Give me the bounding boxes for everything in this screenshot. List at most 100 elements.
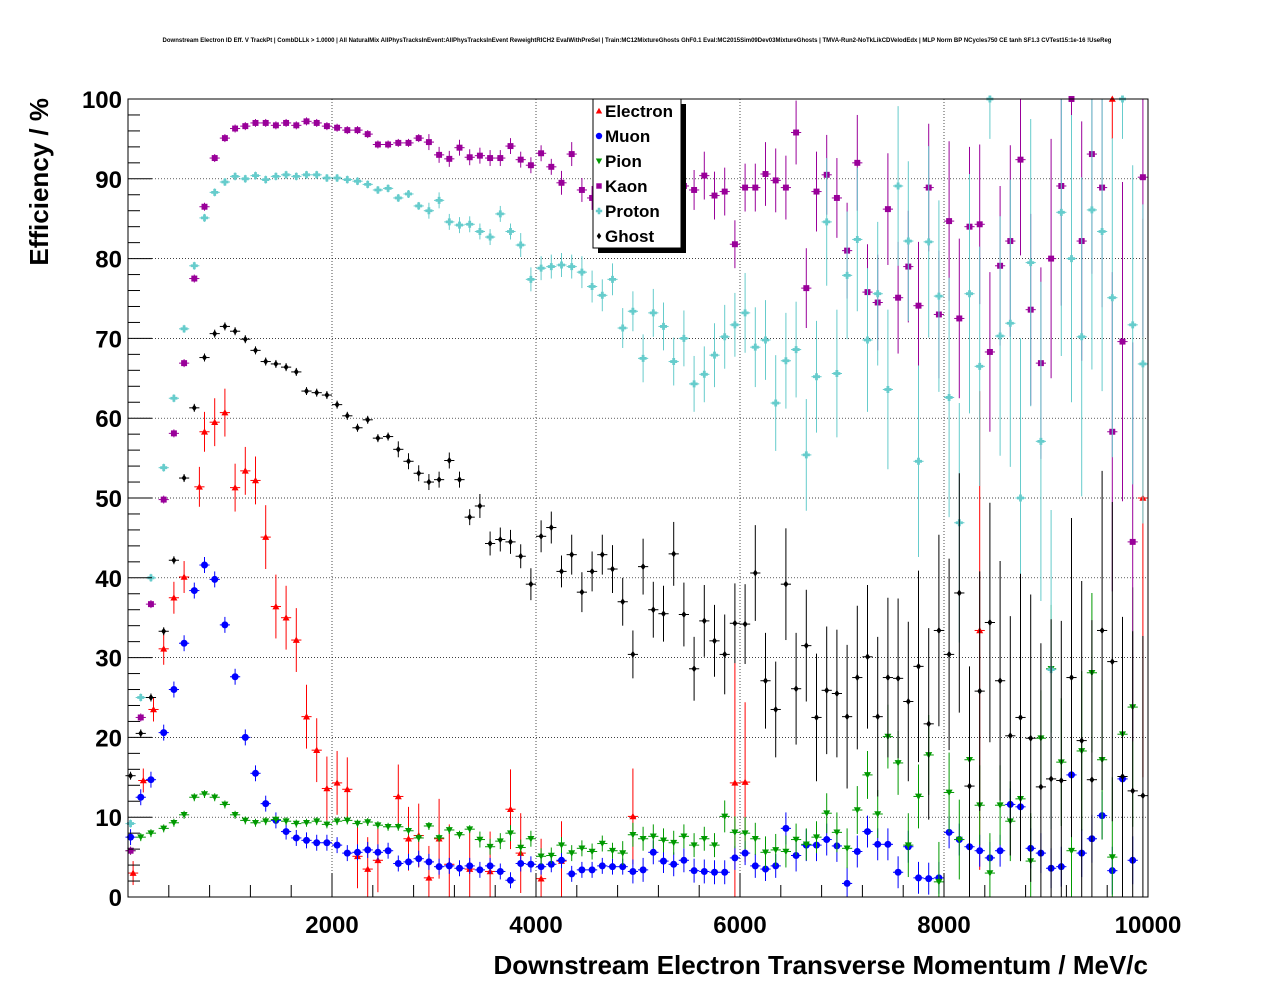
- kaon-point: [323, 123, 330, 130]
- pion-point: [649, 833, 657, 840]
- proton-point: [823, 218, 831, 226]
- electron-point: [741, 778, 749, 785]
- ghost-point: [650, 606, 656, 614]
- kaon-point: [497, 155, 504, 162]
- kaon-point: [303, 118, 310, 125]
- proton-point: [221, 178, 229, 186]
- ghost-point: [528, 580, 534, 588]
- ghost-point: [773, 705, 779, 713]
- ghost-point: [1120, 773, 1125, 781]
- kaon-point: [242, 123, 249, 130]
- ghost-point: [1140, 792, 1146, 800]
- ghost-point: [722, 650, 728, 658]
- electron-point: [221, 409, 229, 416]
- proton-point: [405, 190, 412, 198]
- ghost-point: [681, 611, 687, 619]
- kaon-point: [946, 218, 953, 225]
- muon-point: [537, 863, 545, 871]
- proton-point: [772, 399, 780, 407]
- kaon-point: [313, 119, 320, 126]
- kaon-point: [762, 171, 769, 177]
- ghost-point: [569, 551, 575, 559]
- pion-point: [874, 811, 882, 818]
- muon-point: [303, 836, 310, 844]
- kaon-point: [344, 127, 351, 134]
- proton-point: [241, 175, 249, 183]
- ghost-point: [1018, 713, 1023, 721]
- proton-point: [1088, 206, 1096, 214]
- ghost-point: [926, 720, 932, 728]
- electron-point: [201, 428, 208, 435]
- muon-point: [925, 875, 933, 883]
- ghost-point: [283, 363, 289, 371]
- ghost-point: [905, 697, 911, 705]
- kaon-point: [170, 430, 177, 437]
- ghost-point: [936, 626, 942, 634]
- electron-point: [272, 603, 280, 610]
- muon-point: [843, 879, 851, 887]
- ghost-point: [212, 330, 218, 338]
- electron-point: [129, 869, 137, 876]
- ghost-point: [457, 476, 462, 484]
- muon-point: [517, 859, 525, 867]
- proton-point: [751, 343, 759, 351]
- proton-point: [323, 174, 331, 182]
- pion-point: [547, 852, 555, 860]
- pion-point: [1068, 847, 1075, 855]
- muon-point: [700, 867, 708, 875]
- kaon-point: [976, 221, 983, 228]
- pion-point: [731, 829, 739, 836]
- electron-point: [170, 594, 178, 601]
- kaon-point: [527, 162, 534, 169]
- proton-point: [915, 457, 922, 465]
- pion-point: [680, 833, 688, 840]
- muon-point: [853, 848, 861, 856]
- muon-point: [333, 841, 341, 849]
- pion-point: [904, 842, 912, 849]
- proton-point: [374, 186, 382, 194]
- kaon-point: [1048, 255, 1055, 262]
- kaon-point: [1119, 338, 1126, 345]
- pion-point: [384, 823, 392, 831]
- proton-point: [486, 233, 494, 241]
- ghost-point: [1007, 732, 1013, 740]
- ghost-point: [242, 335, 248, 343]
- proton-point: [160, 464, 168, 472]
- ghost-point: [416, 469, 422, 477]
- ghost-point: [783, 580, 789, 588]
- ghost-point: [1089, 776, 1095, 784]
- proton-point: [292, 172, 300, 180]
- muon-point: [252, 769, 259, 777]
- ghost-point: [1099, 626, 1105, 634]
- proton-point: [670, 358, 678, 366]
- x-tick-label: 4000: [509, 912, 562, 939]
- kaon-point: [364, 131, 371, 138]
- proton-point: [1078, 333, 1086, 341]
- kaon-point: [181, 360, 188, 367]
- proton-point: [874, 290, 882, 298]
- kaon-point: [782, 184, 789, 191]
- pion-point: [598, 840, 606, 848]
- pion-point: [137, 834, 145, 841]
- kaon-point: [538, 150, 545, 157]
- muon-point: [201, 561, 208, 569]
- proton-point: [527, 275, 535, 283]
- pion-point: [282, 818, 290, 825]
- electron-point: [507, 805, 514, 813]
- proton-point: [578, 268, 586, 276]
- kaon-point: [711, 192, 718, 199]
- proton-point: [1098, 227, 1106, 235]
- proton-point: [762, 336, 769, 344]
- ghost-point: [701, 617, 707, 625]
- ghost-point: [324, 391, 330, 399]
- pion-point: [578, 845, 586, 852]
- proton-point: [598, 291, 606, 299]
- pion-point: [231, 812, 239, 819]
- electron-point: [333, 779, 341, 786]
- pion-point: [660, 837, 667, 844]
- electron-point: [343, 785, 351, 793]
- muon-point: [313, 839, 321, 847]
- muon-point: [711, 868, 718, 876]
- proton-point: [303, 171, 310, 179]
- pion-point: [374, 822, 382, 829]
